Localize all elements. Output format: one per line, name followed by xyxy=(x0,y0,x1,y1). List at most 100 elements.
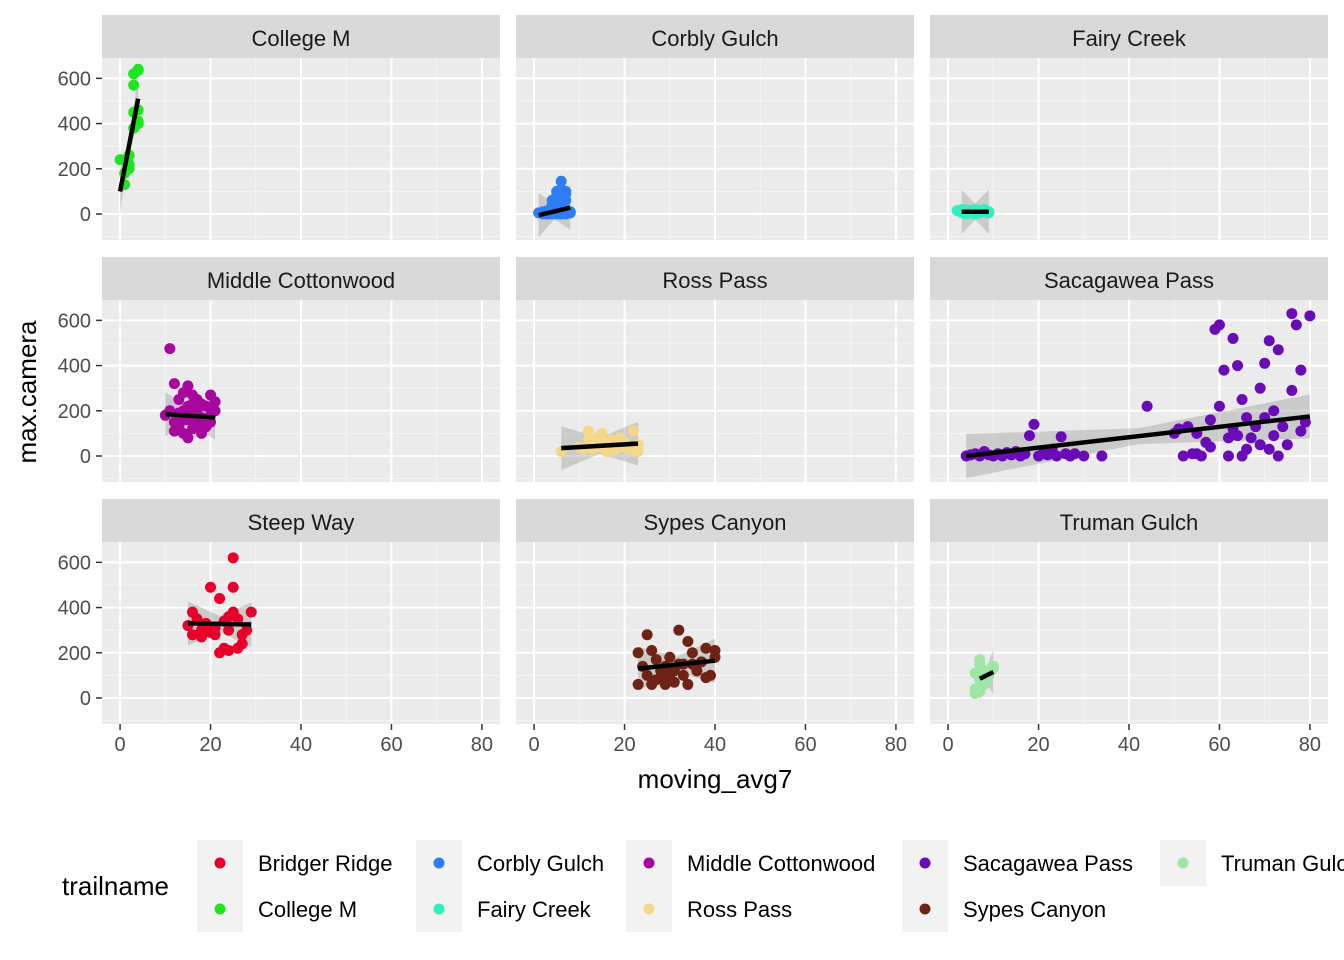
data-point-steep-way xyxy=(232,613,244,625)
y-tick-label: 400 xyxy=(58,356,91,378)
data-point-sacagawea-pass xyxy=(1236,393,1248,405)
data-point-sacagawea-pass xyxy=(1254,382,1266,394)
legend-label-college-m: College M xyxy=(258,897,357,922)
legend-item-college-m: College M xyxy=(197,886,357,932)
data-point-college-m xyxy=(132,64,144,76)
strip-ross-pass xyxy=(516,257,914,300)
data-point-sacagawea-pass xyxy=(1277,421,1289,433)
data-point-ross-pass xyxy=(628,425,640,437)
legend-key-middle-cottonwood xyxy=(643,857,655,869)
legend-label-sypes-canyon: Sypes Canyon xyxy=(963,897,1106,922)
data-point-sacagawea-pass xyxy=(1241,443,1253,455)
legend: trailname Bridger Ridge College M Corbly G… xyxy=(62,840,1344,932)
strip-label-sacagawea-pass: Sacagawea Pass xyxy=(1044,268,1214,293)
strip-middle-cottonwood xyxy=(102,257,500,300)
panel-fairy-creek: Fairy Creek xyxy=(930,15,1328,240)
data-point-sacagawea-pass xyxy=(1028,418,1040,430)
data-point-sacagawea-pass xyxy=(1191,448,1203,460)
strip-label-corbly-gulch: Corbly Gulch xyxy=(651,26,778,51)
data-point-sypes-canyon xyxy=(673,624,685,636)
legend-item-corbly-gulch: Corbly Gulch xyxy=(416,840,604,886)
x-tick-label: 80 xyxy=(885,734,907,756)
x-tick-label: 20 xyxy=(199,734,221,756)
panel-steep-way: Steep Way xyxy=(102,499,500,724)
data-point-middle-cottonwood xyxy=(209,405,221,417)
data-point-steep-way xyxy=(205,581,217,593)
legend-key-corbly-gulch xyxy=(433,857,445,869)
fit-line-ross-pass xyxy=(561,441,639,451)
strip-steep-way xyxy=(102,499,500,542)
panel-truman-gulch: Truman Gulch xyxy=(930,499,1328,724)
x-tick-label: 80 xyxy=(471,734,493,756)
y-tick-label: 200 xyxy=(58,643,91,665)
legend-key-fairy-creek xyxy=(433,903,445,915)
data-point-middle-cottonwood xyxy=(196,398,207,410)
data-point-college-m xyxy=(128,79,140,91)
data-point-steep-way xyxy=(196,631,207,643)
x-tick-label: 40 xyxy=(704,734,726,756)
panel-corbly-gulch: Corbly Gulch xyxy=(516,15,914,240)
legend-item-truman-gulch: Truman Gulch xyxy=(1160,840,1344,886)
strip-corbly-gulch xyxy=(516,15,914,58)
legend-label-bridger-ridge: Bridger Ridge xyxy=(258,851,393,876)
data-point-steep-way xyxy=(223,645,235,657)
data-point-ross-pass xyxy=(582,434,594,446)
strip-truman-gulch xyxy=(930,499,1328,542)
data-point-sypes-canyon xyxy=(659,678,671,690)
data-point-sypes-canyon xyxy=(632,678,644,690)
data-point-middle-cottonwood xyxy=(164,343,176,355)
data-point-sacagawea-pass xyxy=(1204,414,1216,426)
legend-key-college-m xyxy=(214,903,226,915)
fit-line-college-m xyxy=(117,98,141,192)
y-tick-label: 0 xyxy=(80,446,91,468)
y-tick-label: 0 xyxy=(80,688,91,710)
data-point-steep-way xyxy=(245,606,257,618)
data-point-middle-cottonwood xyxy=(182,432,194,444)
data-point-truman-gulch xyxy=(974,685,986,697)
strip-sacagawea-pass xyxy=(930,257,1328,300)
data-point-sacagawea-pass xyxy=(1290,319,1302,331)
data-point-sacagawea-pass xyxy=(1051,450,1063,462)
panel-sypes-canyon: Sypes Canyon xyxy=(516,499,914,724)
y-tick-label: 600 xyxy=(58,552,91,574)
panel-middle-cottonwood: Middle Cottonwood xyxy=(102,257,500,482)
strip-sypes-canyon xyxy=(516,499,914,542)
data-point-steep-way xyxy=(186,629,198,641)
data-point-truman-gulch xyxy=(974,654,986,666)
strip-label-steep-way: Steep Way xyxy=(248,510,355,535)
y-tick-label: 600 xyxy=(58,310,91,332)
data-point-sacagawea-pass xyxy=(1232,360,1244,372)
x-axis-title: moving_avg7 xyxy=(638,764,793,794)
data-point-sacagawea-pass xyxy=(1177,450,1189,462)
strip-label-fairy-creek: Fairy Creek xyxy=(1072,26,1187,51)
data-point-sacagawea-pass xyxy=(1304,310,1316,322)
data-point-sacagawea-pass xyxy=(1268,430,1280,442)
x-tick-label: 20 xyxy=(1027,734,1049,756)
data-point-corbly-gulch xyxy=(560,188,572,200)
panel-college-m: College M xyxy=(102,15,500,240)
data-point-ross-pass xyxy=(632,445,644,457)
fit-line-truman-gulch xyxy=(978,669,995,681)
data-point-middle-cottonwood xyxy=(182,400,194,412)
legend-item-bridger-ridge: Bridger Ridge xyxy=(197,840,393,886)
data-point-steep-way xyxy=(236,638,248,650)
data-point-sacagawea-pass xyxy=(1263,443,1275,455)
x-tick-label: 40 xyxy=(290,734,312,756)
data-point-sacagawea-pass xyxy=(1069,448,1081,460)
data-point-sacagawea-pass xyxy=(1272,344,1284,356)
data-point-middle-cottonwood xyxy=(186,389,198,401)
strip-label-sypes-canyon: Sypes Canyon xyxy=(643,510,786,535)
data-point-steep-way xyxy=(241,624,253,636)
data-point-sacagawea-pass xyxy=(1241,412,1253,424)
legend-label-sacagawea-pass: Sacagawea Pass xyxy=(963,851,1133,876)
legend-label-ross-pass: Ross Pass xyxy=(687,897,792,922)
data-point-sacagawea-pass xyxy=(1286,308,1298,320)
data-point-sypes-canyon xyxy=(646,645,658,657)
data-point-ross-pass xyxy=(582,425,594,437)
data-point-sacagawea-pass xyxy=(1223,450,1234,462)
data-point-sypes-canyon xyxy=(677,669,689,681)
legend-label-corbly-gulch: Corbly Gulch xyxy=(477,851,604,876)
legend-item-fairy-creek: Fairy Creek xyxy=(416,886,592,932)
